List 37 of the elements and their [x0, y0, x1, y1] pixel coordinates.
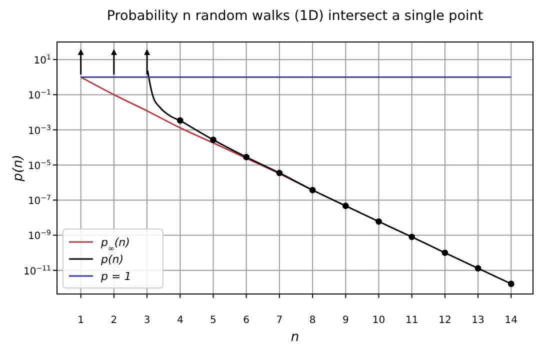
point	[276, 170, 283, 176]
point	[309, 186, 316, 194]
x-tick-label: 1	[78, 315, 84, 326]
point	[474, 265, 482, 272]
point	[243, 154, 250, 160]
y-tick-label: 10$^{1}$	[34, 54, 51, 67]
y-tick-label: 10$^{−5}$	[28, 158, 51, 172]
legend-label: p = 1	[100, 270, 132, 283]
x-tick-label: 4	[176, 315, 184, 326]
x-tick-label: 14	[504, 315, 518, 326]
point	[508, 280, 514, 288]
point	[442, 250, 448, 256]
x-tick-label: 5	[210, 315, 216, 326]
point	[376, 218, 382, 225]
x-tick-label: 6	[243, 315, 250, 326]
y-tick-label: 10$^{−3}$	[28, 124, 51, 137]
legend-label: p(n)	[100, 253, 124, 266]
x-tick-label: 8	[309, 315, 316, 326]
y-axis-title: p(n)	[11, 154, 26, 182]
chart-title: Probability n random walks (1D) intersect a single point	[106, 8, 484, 24]
x-tick-label: 12	[438, 315, 452, 326]
legend-label: p$_{∞}$(n)	[100, 236, 130, 252]
point	[408, 234, 416, 240]
y-tick-label: 10$^{−9}$	[28, 229, 51, 242]
x-tick-label: 13	[472, 315, 484, 326]
point	[210, 136, 216, 144]
x-axis-title: n	[290, 330, 300, 345]
x-tick-label: 11	[405, 315, 418, 326]
x-tick-label: 3	[144, 315, 150, 326]
x-tick-label: 7	[276, 315, 283, 326]
x-tick-label: 9	[342, 315, 349, 326]
x-tick-label: 10	[372, 315, 386, 326]
x-tick-label: 2	[110, 315, 118, 326]
y-tick-label: 10$^{−11}$	[23, 264, 51, 278]
y-tick-label: 10$^{−7}$	[28, 194, 51, 208]
y-tick-label: 10$^{−1}$	[28, 88, 51, 102]
point	[342, 202, 349, 210]
